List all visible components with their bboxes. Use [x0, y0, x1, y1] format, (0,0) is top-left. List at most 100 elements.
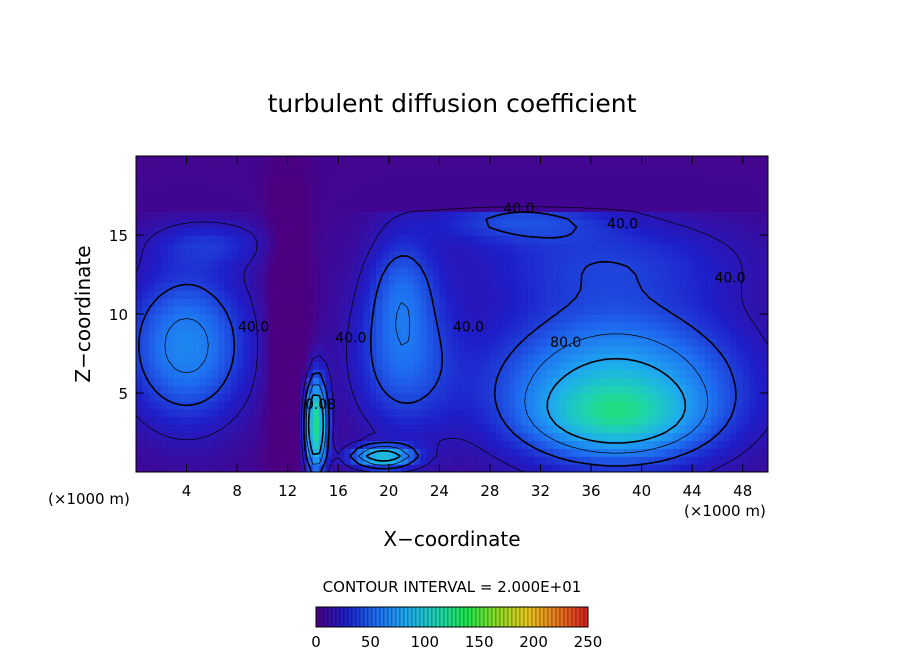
- heatmap-cell: [287, 345, 295, 355]
- heatmap-cell: [603, 156, 611, 165]
- heatmap-cell: [331, 258, 339, 268]
- heatmap-cell: [704, 219, 712, 228]
- heatmap-cell: [761, 377, 768, 386]
- heatmap-cell: [761, 195, 768, 204]
- heatmap-cell: [401, 329, 409, 339]
- heatmap-cell: [369, 456, 377, 465]
- heatmap-cell: [262, 298, 270, 307]
- heatmap-cell: [287, 369, 295, 378]
- heatmap-cell: [685, 321, 693, 331]
- heatmap-cell: [173, 227, 181, 236]
- heatmap-cell: [723, 306, 731, 315]
- heatmap-cell: [256, 195, 263, 204]
- heatmap-cell: [521, 219, 529, 228]
- heatmap-cell: [489, 314, 497, 323]
- heatmap-cell: [325, 393, 333, 402]
- heatmap-cell: [420, 314, 428, 323]
- heatmap-cell: [477, 416, 485, 426]
- heatmap-cell: [654, 353, 662, 362]
- heatmap-cell: [603, 282, 611, 291]
- heatmap-cell: [192, 203, 200, 212]
- heatmap-cell: [319, 400, 327, 410]
- heatmap-cell: [211, 266, 219, 276]
- heatmap-cell: [540, 353, 548, 362]
- heatmap-cell: [256, 227, 263, 236]
- heatmap-cell: [376, 400, 384, 410]
- heatmap-cell: [534, 369, 542, 378]
- heatmap-cell: [205, 345, 213, 355]
- heatmap-cell: [502, 345, 510, 355]
- heatmap-cell: [331, 408, 339, 418]
- heatmap-cell: [230, 321, 238, 331]
- heatmap-cell: [452, 440, 459, 449]
- heatmap-cell: [325, 314, 333, 323]
- heatmap-cell: [723, 266, 731, 276]
- heatmap-cell: [211, 337, 219, 347]
- x-tick-label: 40: [632, 482, 651, 500]
- heatmap-cell: [641, 400, 649, 410]
- heatmap-cell: [711, 408, 719, 418]
- heatmap-cell: [142, 258, 150, 268]
- heatmap-cell: [230, 448, 238, 457]
- heatmap-cell: [331, 219, 339, 228]
- heatmap-cell: [142, 432, 150, 441]
- heatmap-cell: [553, 179, 561, 189]
- heatmap-cell: [439, 250, 447, 260]
- heatmap-cell: [496, 353, 504, 362]
- heatmap-cell: [736, 377, 744, 386]
- heatmap-cell: [723, 369, 731, 378]
- heatmap-cell: [281, 235, 289, 244]
- heatmap-cell: [603, 337, 611, 347]
- heatmap-cell: [730, 424, 737, 434]
- heatmap-cell: [559, 416, 567, 426]
- heatmap-cell: [357, 227, 365, 236]
- heatmap-cell: [666, 203, 674, 212]
- colorbar-swatch: [575, 606, 581, 628]
- heatmap-cell: [395, 242, 403, 252]
- heatmap-cell: [262, 258, 270, 268]
- heatmap-cell: [591, 195, 598, 204]
- heatmap-cell: [660, 432, 668, 441]
- heatmap-cell: [635, 211, 643, 220]
- heatmap-cell: [711, 290, 719, 299]
- heatmap-cell: [325, 385, 333, 394]
- heatmap-cell: [426, 456, 434, 465]
- heatmap-cell: [534, 306, 542, 315]
- heatmap-cell: [717, 353, 725, 362]
- heatmap-cell: [527, 432, 535, 441]
- heatmap-cell: [723, 163, 731, 173]
- heatmap-cell: [192, 187, 200, 197]
- heatmap-cell: [350, 337, 358, 347]
- heatmap-cell: [167, 314, 175, 323]
- heatmap-cell: [647, 282, 655, 291]
- heatmap-cell: [496, 195, 504, 204]
- heatmap-cell: [414, 393, 421, 402]
- heatmap-cell: [256, 345, 263, 355]
- heatmap-cell: [660, 195, 668, 204]
- heatmap-cell: [521, 464, 529, 472]
- heatmap-cell: [312, 440, 320, 449]
- heatmap-cell: [464, 385, 472, 394]
- heatmap-cell: [527, 203, 535, 212]
- heatmap-cell: [742, 179, 750, 189]
- colorbar-swatch: [535, 606, 541, 628]
- heatmap-cell: [755, 377, 763, 386]
- heatmap-cell: [275, 219, 282, 228]
- heatmap-cell: [730, 187, 737, 197]
- heatmap-cell: [515, 314, 523, 323]
- heatmap-cell: [616, 203, 624, 212]
- heatmap-cell: [477, 432, 485, 441]
- heatmap-cell: [211, 314, 219, 323]
- heatmap-cell: [218, 195, 226, 204]
- heatmap-cell: [635, 440, 643, 449]
- heatmap-cell: [249, 266, 257, 276]
- heatmap-cell: [704, 416, 712, 426]
- heatmap-cell: [154, 353, 162, 362]
- colorbar-swatch: [363, 606, 369, 628]
- heatmap-cell: [559, 408, 567, 418]
- heatmap-cell: [515, 377, 523, 386]
- heatmap-cell: [565, 266, 573, 276]
- heatmap-cell: [749, 369, 756, 378]
- heatmap-cell: [628, 187, 636, 197]
- heatmap-cell: [610, 250, 617, 260]
